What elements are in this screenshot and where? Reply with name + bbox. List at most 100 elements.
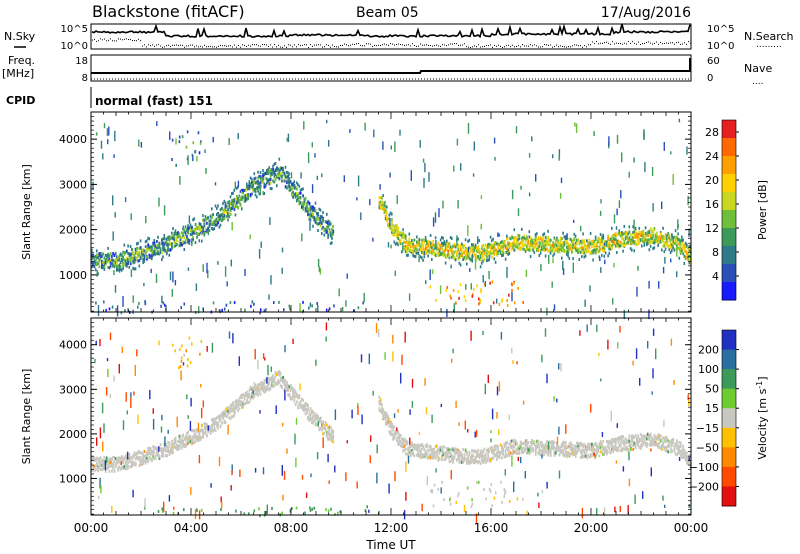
vel-cell (487, 457, 490, 461)
power-cell (493, 245, 496, 249)
vel-cell (382, 416, 385, 420)
power-cell (507, 241, 510, 245)
vel-cell (493, 453, 496, 457)
vel-cell (206, 426, 208, 430)
power-speck (187, 267, 190, 271)
nsearch-point (488, 45, 489, 47)
vel-cell (437, 455, 440, 459)
power-cell (682, 242, 685, 246)
power-cell (304, 196, 307, 200)
power-cell (498, 242, 501, 246)
nsearch-point (566, 46, 567, 48)
power-cell (469, 247, 472, 251)
power-cell (278, 172, 281, 176)
power-cell (233, 200, 236, 204)
power-cell (304, 209, 307, 213)
power-cell (468, 238, 471, 242)
power-cell (673, 241, 676, 245)
vel-cell (113, 460, 116, 463)
power-cell (549, 251, 552, 255)
vel-cell (96, 461, 98, 465)
power-cell (136, 252, 138, 256)
power-cell (286, 170, 288, 174)
vel-cell (289, 395, 292, 399)
power-cell (151, 257, 153, 261)
power-cell (162, 237, 164, 241)
power-speck (260, 241, 262, 248)
vel-cell (494, 453, 497, 457)
power-speck (307, 152, 310, 164)
power-cell (557, 250, 560, 254)
vel-cell (213, 428, 216, 432)
vel-cell (132, 455, 135, 459)
power-cell (451, 246, 453, 250)
vel-cell (406, 452, 408, 456)
power-cell (256, 186, 258, 190)
vel-cell (459, 452, 462, 456)
nsearch-point (486, 45, 487, 47)
power-cell (659, 239, 662, 243)
power-cell (307, 209, 309, 213)
power-cell (414, 254, 417, 258)
power-cell (569, 243, 572, 247)
power-cell (321, 232, 323, 235)
vel-cell (281, 385, 283, 389)
power-cell (613, 241, 616, 245)
vel-cell (468, 460, 471, 464)
vel-cell (382, 408, 385, 412)
power-cell (152, 250, 155, 254)
nsearch-point (592, 41, 593, 43)
power-cell (441, 247, 443, 251)
power-cell (511, 247, 513, 251)
power-colorbar-segment (722, 246, 736, 265)
power-cell (278, 168, 281, 172)
power-cell (624, 237, 627, 241)
power-ytick-label: 4000 (59, 133, 87, 146)
vel-cell (196, 427, 198, 431)
vel-cell (108, 459, 111, 463)
vel-cell (153, 451, 156, 455)
vel-cell (448, 459, 451, 463)
vel-cell (237, 403, 239, 407)
vel-cell (282, 377, 284, 381)
power-cell (614, 231, 617, 235)
vel-cell (523, 442, 526, 446)
vel-cell (257, 393, 259, 397)
power-cell (211, 222, 213, 226)
power-cell (412, 245, 415, 249)
power-cell (487, 250, 490, 254)
power-cell (496, 249, 498, 253)
nsearch-point (244, 44, 245, 46)
power-cell (409, 243, 412, 247)
power-cell (148, 256, 151, 260)
vel-cell (149, 452, 152, 456)
power-cell (187, 224, 189, 228)
power-cell (499, 244, 502, 248)
nsearch-point (616, 42, 617, 44)
vel-cell (492, 450, 495, 454)
power-cell (437, 251, 440, 255)
power-cell (439, 253, 442, 256)
vel-cell (216, 416, 218, 420)
nsearch-point (640, 44, 641, 45)
vel-cell (428, 444, 431, 448)
nsearch-point (682, 43, 683, 45)
vel-cell (467, 455, 470, 459)
power-cell (266, 177, 268, 181)
power-cell (268, 166, 271, 170)
vel-cell (142, 455, 145, 459)
power-cell (384, 205, 387, 208)
vel-cell (513, 450, 516, 454)
power-cell (226, 215, 228, 218)
nsearch-point (582, 46, 583, 48)
power-cell (562, 242, 565, 246)
power-cell (231, 199, 233, 203)
vel-cell (259, 392, 262, 396)
power-cell (441, 241, 443, 245)
power-cell (487, 243, 490, 247)
vel-cell (473, 458, 476, 462)
nsearch-point (628, 41, 629, 43)
power-cell (256, 195, 258, 199)
vel-cell (509, 442, 512, 446)
nsearch-point (252, 44, 253, 46)
